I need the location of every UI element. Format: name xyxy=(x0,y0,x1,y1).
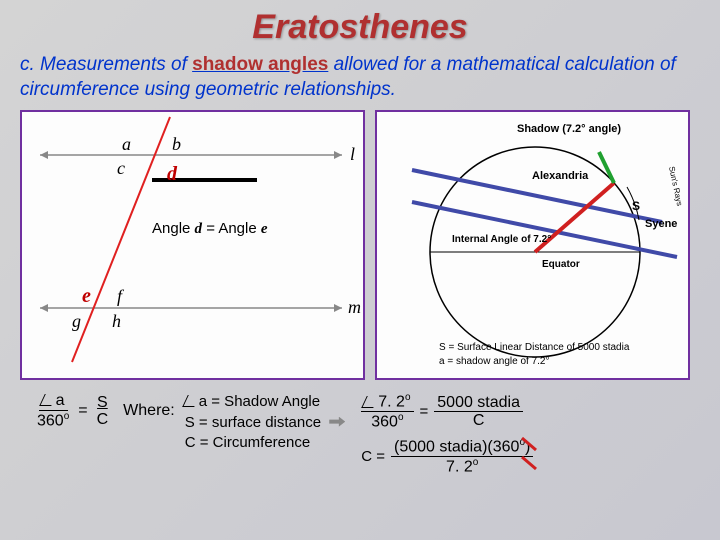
geometry-diagram: a b c d l e f g h m Angle d = Angle e xyxy=(20,110,365,380)
def-a: a = Shadow Angle xyxy=(199,393,320,410)
label-m: m xyxy=(348,297,361,317)
body-text: c. Measurements of shadow angles allowed… xyxy=(0,47,720,110)
label-e: e xyxy=(82,285,91,307)
label-h: h xyxy=(112,311,121,331)
diagrams-row: a b c d l e f g h m Angle d = Angle e xyxy=(0,110,720,380)
equator-label: Equator xyxy=(542,259,580,270)
earth-diagram: S Shadow (7.2° angle) Alexandria Syene I… xyxy=(375,110,690,380)
label-c: c xyxy=(117,158,125,178)
slide-title: Eratosthenes xyxy=(0,0,720,47)
diagram-caption: Angle d = Angle e xyxy=(152,220,268,238)
formula-row: a 360o = S C Where: a = Shadow Angle S =… xyxy=(0,380,720,476)
internal-label: Internal Angle of 7.2° xyxy=(452,234,551,245)
label-d: d xyxy=(167,163,178,185)
label-a: a xyxy=(122,134,131,154)
red-strike-icon xyxy=(519,435,539,471)
numeric-formula: 7. 2o 360o = 5000 stadia C C = (5000 sta… xyxy=(361,392,533,476)
legend-a: a = shadow angle of 7.2° xyxy=(439,356,549,367)
blank-answer: shadow angles xyxy=(192,54,328,75)
equals-1: = xyxy=(78,402,87,420)
legend-s: S = Surface Linear Distance of 5000 stad… xyxy=(439,342,630,353)
label-l: l xyxy=(350,144,355,164)
alexandria-label: Alexandria xyxy=(532,170,589,182)
body-prefix: c. Measurements of xyxy=(20,54,192,75)
sunrays-label: Sun's Rays xyxy=(667,166,684,207)
angle-icon xyxy=(39,394,57,406)
angle-icon-2 xyxy=(182,395,200,407)
c-equals: C = xyxy=(361,448,385,465)
where-block: Where: a = Shadow Angle S = surface dist… xyxy=(123,392,349,453)
label-f: f xyxy=(117,286,125,306)
where-label: Where: xyxy=(123,392,175,420)
label-g: g xyxy=(72,311,81,331)
geometry-svg: a b c d l e f g h m xyxy=(22,112,367,382)
arrow-icon xyxy=(329,417,345,427)
equals-2: = xyxy=(420,403,429,420)
ratio-formula: a 360o = S C xyxy=(34,392,111,430)
def-s: S = surface distance xyxy=(185,414,321,431)
label-b: b xyxy=(172,134,181,154)
angle-icon-3 xyxy=(361,396,379,408)
shadow-label: Shadow (7.2° angle) xyxy=(517,123,621,135)
def-c: C = Circumference xyxy=(185,433,350,453)
earth-svg: S Shadow (7.2° angle) Alexandria Syene I… xyxy=(377,112,692,382)
syene-label: Syene xyxy=(645,218,677,230)
